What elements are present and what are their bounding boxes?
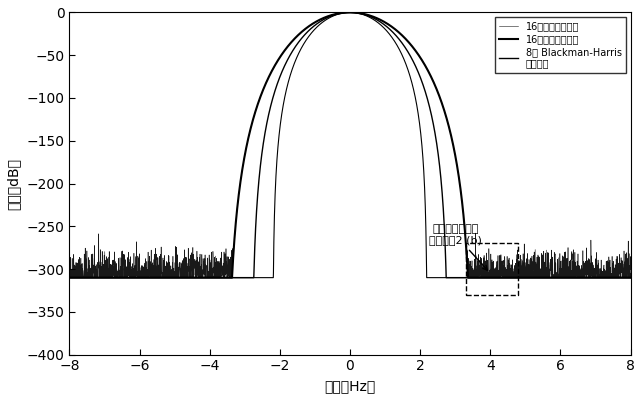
- Legend: 16阶汉宁自卷积窗, 16阶矩形自卷积窗, 8阶 Blackman-Harris
白卷积窗: 16阶汉宁自卷积窗, 16阶矩形自卷积窗, 8阶 Blackman-Harris…: [495, 17, 626, 72]
- Line: 8阶 Blackman-Harris
白卷积窗: 8阶 Blackman-Harris 白卷积窗: [69, 12, 630, 278]
- 8阶 Blackman-Harris
白卷积窗: [473, 275, 481, 280]
- 16阶矩形自卷积窗: [473, 275, 481, 280]
- 16阶矩形自卷积窗: [65, 275, 73, 280]
- 16阶矩形自卷积窗: [306, 27, 313, 32]
- X-axis label: 频率（Hz）: 频率（Hz）: [324, 379, 376, 393]
- 16阶汉宁自卷积窗: [582, 275, 589, 280]
- 16阶汉宁自卷积窗: [627, 275, 634, 280]
- 16阶汉宁自卷积窗: [473, 275, 481, 280]
- Line: 16阶矩形自卷积窗: 16阶矩形自卷积窗: [69, 12, 630, 278]
- 8阶 Blackman-Harris
白卷积窗: [346, 10, 354, 15]
- 16阶汉宁自卷积窗: [301, 27, 309, 32]
- 16阶矩形自卷积窗: [627, 275, 634, 280]
- 8阶 Blackman-Harris
白卷积窗: [627, 275, 634, 280]
- 8阶 Blackman-Harris
白卷积窗: [582, 275, 589, 280]
- 8阶 Blackman-Harris
白卷积窗: [301, 39, 309, 44]
- Text: 此处勃勘的具体
细节见图2 (b): 此处勃勘的具体 细节见图2 (b): [429, 224, 487, 270]
- 8阶 Blackman-Harris
白卷积窗: [306, 33, 313, 38]
- 16阶汉宁自卷积窗: [346, 10, 354, 15]
- Y-axis label: 幅度（dB）: 幅度（dB）: [7, 158, 21, 210]
- 16阶汉宁自卷积窗: [332, 12, 340, 16]
- 16阶矩形自卷积窗: [346, 10, 354, 15]
- 16阶矩形自卷积窗: [582, 275, 589, 280]
- 8阶 Blackman-Harris
白卷积窗: [332, 12, 340, 17]
- 8阶 Blackman-Harris
白卷积窗: [610, 275, 618, 280]
- 16阶矩形自卷积窗: [610, 275, 618, 280]
- 16阶汉宁自卷积窗: [610, 275, 618, 280]
- 16阶汉宁自卷积窗: [306, 23, 313, 28]
- 8阶 Blackman-Harris
白卷积窗: [65, 275, 73, 280]
- Line: 16阶汉宁自卷积窗: 16阶汉宁自卷积窗: [69, 12, 630, 278]
- 16阶矩形自卷积窗: [332, 12, 340, 17]
- 16阶矩形自卷积窗: [301, 32, 309, 37]
- 16阶汉宁自卷积窗: [65, 275, 73, 280]
